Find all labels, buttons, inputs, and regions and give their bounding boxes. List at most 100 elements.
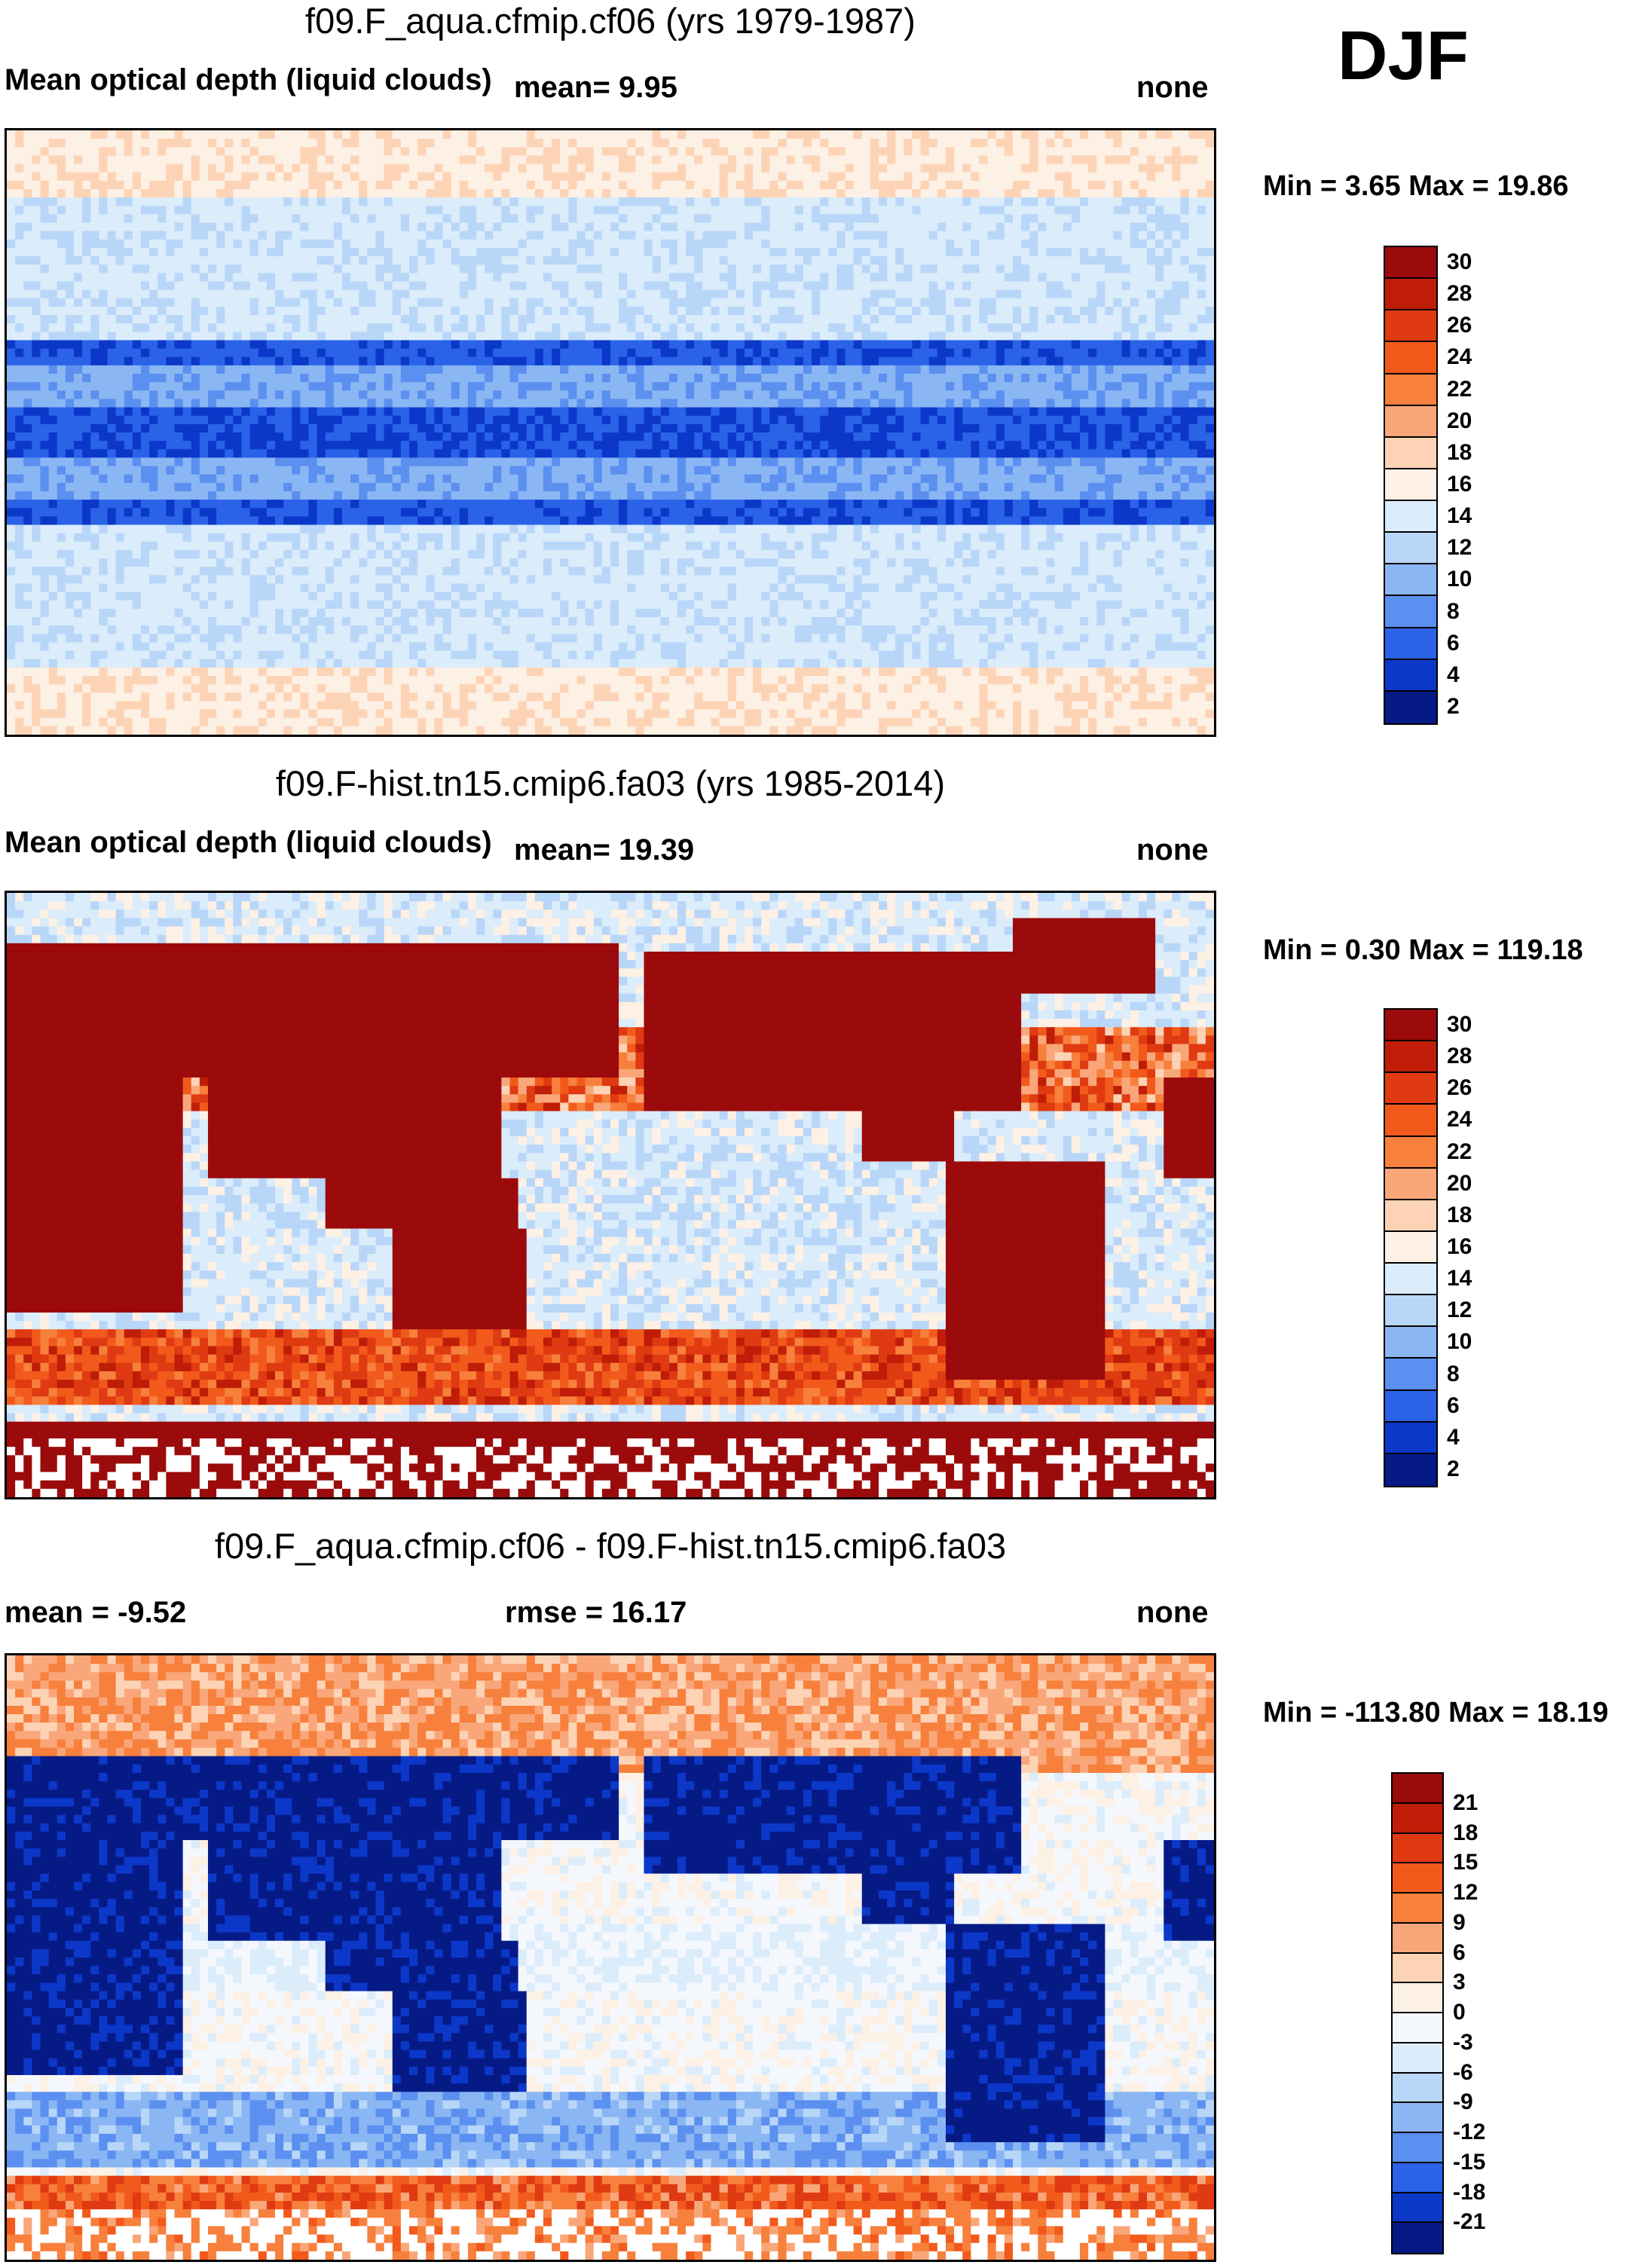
colorbar-cell [1385,1136,1436,1169]
colorbar-cell [1393,2043,1442,2074]
colorbar-tick-label: -3 [1453,2030,1473,2056]
colorbar-tick-label: 6 [1453,1940,1466,1966]
colorbar-tick-label: -9 [1453,2089,1473,2115]
panel-1-map-svg [7,130,1214,735]
colorbar-cell [1393,2013,1442,2043]
colorbar-tick-label: 30 [1447,1012,1472,1038]
colorbar-cell [1385,1231,1436,1264]
colorbar-tick-label: 20 [1447,408,1472,434]
panel-3-minmax: Min = -113.80 Max = 18.19 [1263,1697,1608,1729]
colorbar-cell [1385,564,1436,597]
panel-3-units: none [1136,1596,1209,1630]
panel-1-units: none [1136,71,1209,105]
colorbar-cell [1385,437,1436,469]
colorbar-tick-label: 18 [1447,1203,1472,1228]
colorbar-cell [1385,342,1436,374]
colorbar-cell [1385,279,1436,311]
colorbar-cell [1385,374,1436,406]
colorbar-cell [1393,2193,1442,2224]
colorbar-tick-label: 14 [1447,503,1472,529]
colorbar-cell [1393,2163,1442,2193]
colorbar-tick-label: 28 [1447,281,1472,307]
colorbar-tick-label: -12 [1453,2120,1485,2145]
colorbar-cell [1385,1200,1436,1232]
colorbar-cell [1385,247,1436,280]
panel-1-title: f09.F_aqua.cfmip.cf06 (yrs 1979-1987) [0,0,1221,41]
colorbar-cell [1393,2103,1442,2133]
colorbar-cell [1385,628,1436,660]
colorbar-cell [1385,1422,1436,1454]
panel-1-mean: mean= 9.95 [514,71,677,105]
colorbar-tick-label: 15 [1453,1850,1478,1875]
colorbar-tick-label: 3 [1453,1970,1466,1995]
colorbar-cell [1385,596,1436,628]
panel-2-map [5,891,1216,1499]
colorbar-tick-label: 18 [1447,440,1472,466]
colorbar-cell [1393,1953,1442,1984]
panel-2-minmax: Min = 0.30 Max = 119.18 [1263,934,1583,967]
colorbar-cell [1393,2073,1442,2104]
colorbar-tick-label: 16 [1447,1234,1472,1260]
panel-3-colorbar [1391,1772,1444,2254]
colorbar-tick-label: -18 [1453,2180,1485,2205]
panel-3-mean: mean = -9.52 [5,1596,186,1630]
colorbar-cell [1393,1983,1442,2013]
colorbar-cell [1385,1105,1436,1137]
panel-3-map-svg [7,1655,1214,2260]
colorbar-tick-label: 4 [1447,662,1460,688]
colorbar-cell [1385,1264,1436,1296]
colorbar-tick-label: 20 [1447,1171,1472,1197]
colorbar-tick-label: -6 [1453,2060,1473,2086]
panel-1-map [5,128,1216,737]
panel-3-rmse: rmse = 16.17 [505,1596,687,1630]
colorbar-tick-label: 24 [1447,344,1472,370]
panel-3-title: f09.F_aqua.cfmip.cf06 - f09.F-hist.tn15.… [0,1525,1221,1567]
colorbar-tick-label: 10 [1447,567,1472,592]
colorbar-cell [1385,1390,1436,1423]
colorbar-cell [1385,1327,1436,1359]
season-label: DJF [1338,17,1469,96]
colorbar-cell [1385,1010,1436,1042]
colorbar-tick-label: -21 [1453,2209,1485,2235]
colorbar-tick-label: 18 [1453,1820,1478,1846]
colorbar-cell [1385,659,1436,692]
panel-1-minmax: Min = 3.65 Max = 19.86 [1263,170,1569,203]
colorbar-tick-label: 4 [1447,1425,1460,1450]
panel-2-map-svg [7,893,1214,1497]
colorbar-cell [1385,405,1436,438]
panel-2-variable-label: Mean optical depth (liquid clouds) [5,826,492,860]
colorbar-cell [1385,1295,1436,1328]
colorbar-cell [1385,1073,1436,1105]
colorbar-cell [1393,2223,1442,2253]
colorbar-tick-label: 6 [1447,1393,1460,1419]
colorbar-tick-label: 30 [1447,249,1472,275]
panel-3-map [5,1653,1216,2262]
colorbar-cell [1385,501,1436,533]
panel-2-units: none [1136,833,1209,867]
colorbar-tick-label: 2 [1447,694,1460,720]
colorbar-tick-label: 26 [1447,1075,1472,1101]
colorbar-tick-label: 9 [1453,1910,1466,1936]
colorbar-tick-label: 14 [1447,1266,1472,1291]
colorbar-tick-label: 21 [1453,1790,1478,1816]
colorbar-cell [1385,1041,1436,1074]
colorbar-cell [1393,1803,1442,1834]
colorbar-tick-label: 22 [1447,1139,1472,1165]
panel-2-mean: mean= 19.39 [514,833,694,867]
colorbar-cell [1393,1923,1442,1954]
colorbar-cell [1385,691,1436,723]
colorbar-tick-label: 22 [1447,377,1472,402]
colorbar-cell [1393,2133,1442,2163]
colorbar-tick-label: 0 [1453,2000,1466,2025]
colorbar-cell [1385,1359,1436,1391]
colorbar-tick-label: 6 [1447,631,1460,656]
colorbar-cell [1393,1833,1442,1864]
colorbar-tick-label: 26 [1447,313,1472,338]
colorbar-tick-label: 16 [1447,472,1472,497]
colorbar-tick-label: 12 [1447,1298,1472,1323]
colorbar-tick-label: 24 [1447,1107,1472,1132]
colorbar-cell [1385,1453,1436,1486]
colorbar-tick-label: 8 [1447,599,1460,625]
colorbar-tick-label: 2 [1447,1456,1460,1482]
colorbar-cell [1393,1774,1442,1804]
